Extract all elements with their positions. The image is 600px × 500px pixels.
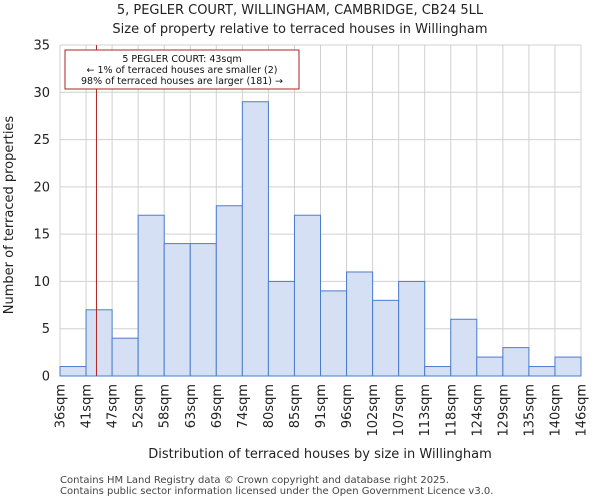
annotation-line-2: ← 1% of terraced houses are smaller (2) xyxy=(87,65,278,76)
x-tick-label: 36sqm xyxy=(54,384,69,428)
x-tick-label: 102sqm xyxy=(366,384,381,437)
x-tick-labels: 36sqm 41sqm 47sqm 52sqm 58sqm 63sqm 69sqm 74sqm… xyxy=(54,384,590,437)
y-axis-label: Number of terraced properties xyxy=(2,116,17,315)
histogram-bar xyxy=(241,101,269,377)
y-tick-label: 20 xyxy=(33,180,50,195)
histogram-bar xyxy=(267,280,295,377)
histogram-bar xyxy=(372,299,400,377)
y-tick-label: 35 xyxy=(33,39,50,54)
histogram-bar xyxy=(554,356,582,377)
histogram-bar xyxy=(215,205,243,377)
y-tick-label: 5 xyxy=(42,322,50,337)
footer-line-1: Contains HM Land Registry data © Crown c… xyxy=(60,475,449,486)
histogram-bar xyxy=(111,337,139,377)
x-tick-label: 129sqm xyxy=(496,384,511,437)
footer-line-2: Contains public sector information licen… xyxy=(60,486,493,497)
x-tick-label: 96sqm xyxy=(340,384,355,428)
y-tick-label: 25 xyxy=(33,133,50,148)
annotation-line-3: 98% of terraced houses are larger (181) … xyxy=(81,76,283,87)
x-tick-label: 107sqm xyxy=(392,384,407,437)
histogram-bar xyxy=(476,356,504,377)
histogram-bar xyxy=(293,214,322,377)
x-tick-label: 47sqm xyxy=(106,384,121,428)
histogram-bar xyxy=(85,309,113,377)
histogram-bar xyxy=(502,347,530,377)
y-tick-label: 30 xyxy=(33,86,50,101)
annotation-box: 5 PEGLER COURT: 43sqm ← 1% of terraced h… xyxy=(64,49,300,90)
histogram-bar xyxy=(320,290,348,377)
bars xyxy=(59,101,582,377)
histogram-bar xyxy=(424,366,452,377)
x-tick-label: 69sqm xyxy=(210,384,225,428)
chart-subtitle: Size of property relative to terraced ho… xyxy=(112,22,487,37)
x-tick-label: 135sqm xyxy=(522,384,537,437)
histogram-bar xyxy=(59,366,87,377)
x-tick-label: 52sqm xyxy=(132,384,147,428)
histogram-bar xyxy=(346,271,374,377)
x-tick-label: 118sqm xyxy=(444,384,459,437)
chart-title: 5, PEGLER COURT, WILLINGHAM, CAMBRIDGE, … xyxy=(117,3,484,18)
x-axis-label: Distribution of terraced houses by size … xyxy=(148,447,492,462)
y-tick-label: 0 xyxy=(42,370,50,385)
histogram-bar xyxy=(189,243,217,377)
x-tick-label: 41sqm xyxy=(80,384,95,428)
x-tick-label: 74sqm xyxy=(236,384,251,428)
histogram-bar xyxy=(450,318,478,377)
x-tick-label: 146sqm xyxy=(575,384,590,437)
x-tick-label: 91sqm xyxy=(314,384,329,428)
y-tick-labels: 0 5 10 15 20 25 30 35 xyxy=(33,39,50,385)
histogram-bar xyxy=(163,243,191,377)
histogram-bar xyxy=(528,366,556,377)
x-tick-label: 80sqm xyxy=(262,384,277,428)
x-tick-label: 113sqm xyxy=(418,384,433,437)
histogram-bar xyxy=(398,280,426,377)
x-tick-label: 85sqm xyxy=(288,384,303,428)
x-tick-label: 124sqm xyxy=(470,384,485,437)
x-tick-label: 58sqm xyxy=(158,384,173,428)
y-tick-label: 10 xyxy=(33,275,50,290)
histogram-bar xyxy=(137,214,165,377)
x-tick-label: 63sqm xyxy=(184,384,199,428)
y-tick-label: 15 xyxy=(33,228,50,243)
annotation-line-1: 5 PEGLER COURT: 43sqm xyxy=(122,54,241,65)
x-tick-label: 140sqm xyxy=(548,384,563,437)
